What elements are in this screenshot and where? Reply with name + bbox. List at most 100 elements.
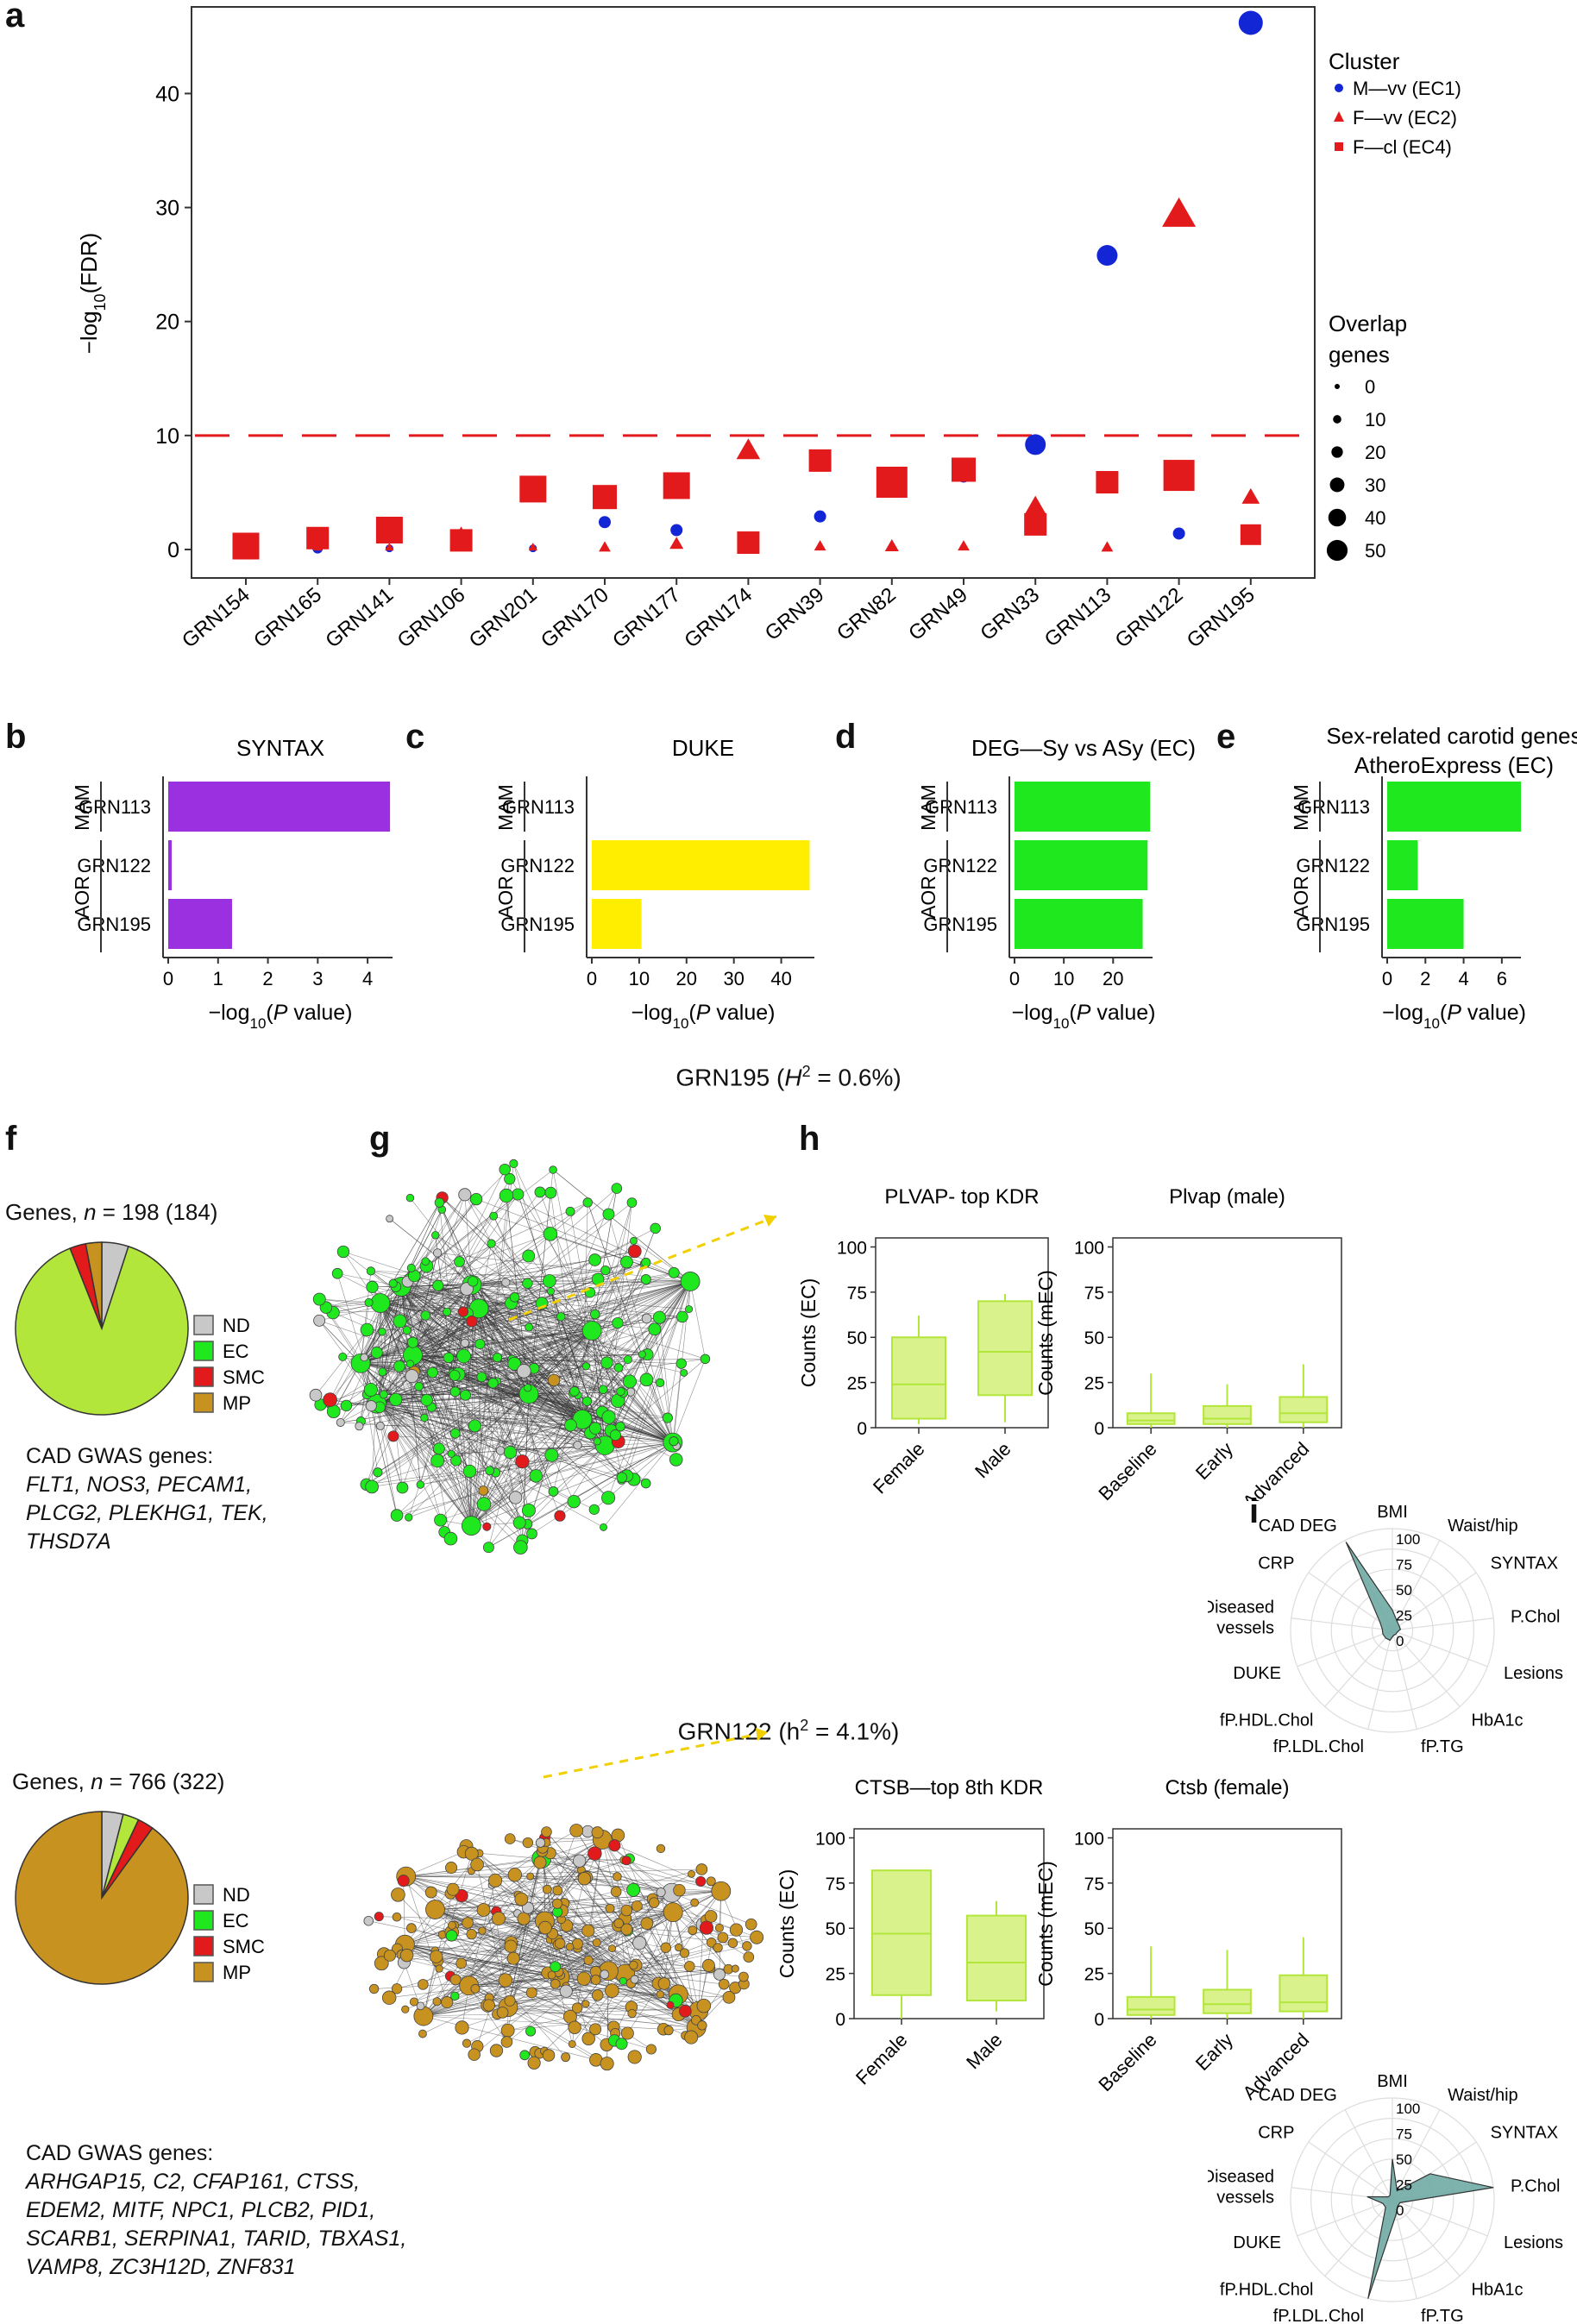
network-node (525, 1987, 537, 1999)
network-node (582, 1197, 593, 1208)
legend-title: Overlap (1329, 311, 1407, 336)
x-axis-label: −log10(P value) (209, 1001, 353, 1032)
network-edge (603, 1442, 674, 1528)
network-node (355, 1422, 364, 1431)
network-node (648, 1897, 660, 1908)
network-node (657, 1977, 671, 1990)
radar-area (1367, 2158, 1494, 2299)
network-node (589, 1309, 600, 1320)
network-edge (389, 1218, 473, 1285)
network-node (397, 1875, 410, 1887)
radar-axis-label: fP.TG (1421, 1737, 1464, 1756)
network-edge (563, 1903, 674, 1913)
network-node (503, 1445, 518, 1460)
x-tick-label: 0 (163, 968, 173, 989)
network-node (713, 1968, 726, 1981)
network-node (522, 1837, 534, 1849)
network-node (396, 1481, 409, 1494)
network-node (616, 1386, 625, 1397)
y-tick-label: 25 (826, 1965, 845, 1985)
network-edge (646, 1379, 674, 1443)
network-edge (468, 1908, 611, 1986)
network-edge (507, 1903, 565, 2007)
network-node (627, 2008, 637, 2019)
radar-spoke (1392, 2199, 1461, 2277)
network-edge (506, 1195, 691, 1282)
network-edge (478, 1308, 675, 1442)
network-node (569, 1824, 583, 1837)
radar-axis-label: vessels (1216, 1618, 1274, 1637)
y-tick-label: 100 (837, 1238, 867, 1258)
radar-axis-label: Waist/hip (1448, 1517, 1518, 1536)
network-edge (463, 1330, 593, 1357)
data-point-square (663, 472, 690, 499)
network-node (645, 2044, 657, 2055)
network-node (620, 1923, 633, 1936)
box-body (1279, 1396, 1329, 1423)
x-tick-label: Male (962, 2029, 1006, 2073)
network-edge (396, 1330, 593, 1516)
network-node (364, 1297, 374, 1307)
y-tick-label: 40 (155, 82, 179, 106)
y-tick-label: 50 (1084, 1328, 1104, 1348)
network-node (519, 2050, 531, 2061)
pie-chart-2: ND EC SMC MP (15, 1811, 265, 1985)
network-node (517, 1364, 531, 1379)
network-edge (626, 1860, 721, 1892)
network-node (449, 1428, 461, 1439)
radar-tick-label: 50 (1396, 2151, 1412, 2168)
network-edge (380, 1303, 609, 1498)
y-tick-label: 75 (1084, 1875, 1104, 1894)
legend-label: EC (223, 1341, 249, 1362)
radar-chart-2: 0 25 50 75 100 BMI Waist/hip SYNTAX P.Chol Lesion… (1208, 2072, 1563, 2324)
radar-tick-label: 75 (1396, 2126, 1412, 2143)
network-node (512, 1516, 526, 1529)
radar-axis-label: HbA1c (1472, 1711, 1524, 1730)
radar-spoke (1392, 1630, 1488, 1668)
network-node (554, 1510, 566, 1522)
network-edge (435, 1909, 589, 1961)
bar-label: GRN195 (500, 914, 575, 935)
network-node (506, 1951, 520, 1965)
cad-gwas-line: VAMP8, ZC3H12D, ZNF831 (26, 2255, 296, 2279)
network-edge (405, 1850, 543, 1945)
network-node (615, 2038, 628, 2051)
network-edge (380, 1303, 425, 1418)
network-node (366, 1280, 379, 1293)
network-edge (471, 1354, 648, 1526)
x-tick-label: GRN154 (178, 583, 254, 653)
radar-spoke (1392, 2109, 1441, 2201)
x-tick-label: 10 (629, 968, 650, 989)
network-node (387, 1430, 399, 1442)
network-node (700, 1354, 711, 1365)
network-node (662, 1412, 673, 1423)
group-label: AOR (71, 876, 93, 919)
radar-axis-label: P.Chol (1511, 2176, 1560, 2195)
bar (592, 840, 810, 890)
network-edge (479, 1853, 542, 1859)
network-node (326, 1404, 341, 1419)
network-node (525, 2026, 537, 2037)
network-node (543, 1274, 556, 1288)
network-node (513, 1540, 528, 1555)
radar-axis-label: CRP (1258, 2124, 1294, 2143)
network-node (435, 1964, 443, 1973)
network-edge (383, 1308, 480, 1395)
network-edge (464, 1194, 674, 1443)
network-node (470, 1857, 484, 1872)
network-edge (581, 1316, 683, 1420)
network-node (551, 1898, 562, 1909)
network-node (445, 1930, 458, 1942)
x-tick-label: Baseline (1094, 1438, 1160, 1501)
network-node (640, 1274, 651, 1285)
network-edge (405, 1875, 712, 1882)
network-edge (471, 1281, 691, 1526)
network-node (581, 1924, 595, 1938)
y-tick-label: 75 (847, 1284, 867, 1303)
radar-axis-label: SYNTAX (1491, 1555, 1559, 1573)
network-node (669, 1436, 679, 1447)
y-axis-label: Counts (mEC) (1034, 1270, 1057, 1396)
network-edge (412, 1375, 530, 1395)
data-point-triangle (669, 537, 684, 550)
network-edge (400, 1203, 440, 1287)
